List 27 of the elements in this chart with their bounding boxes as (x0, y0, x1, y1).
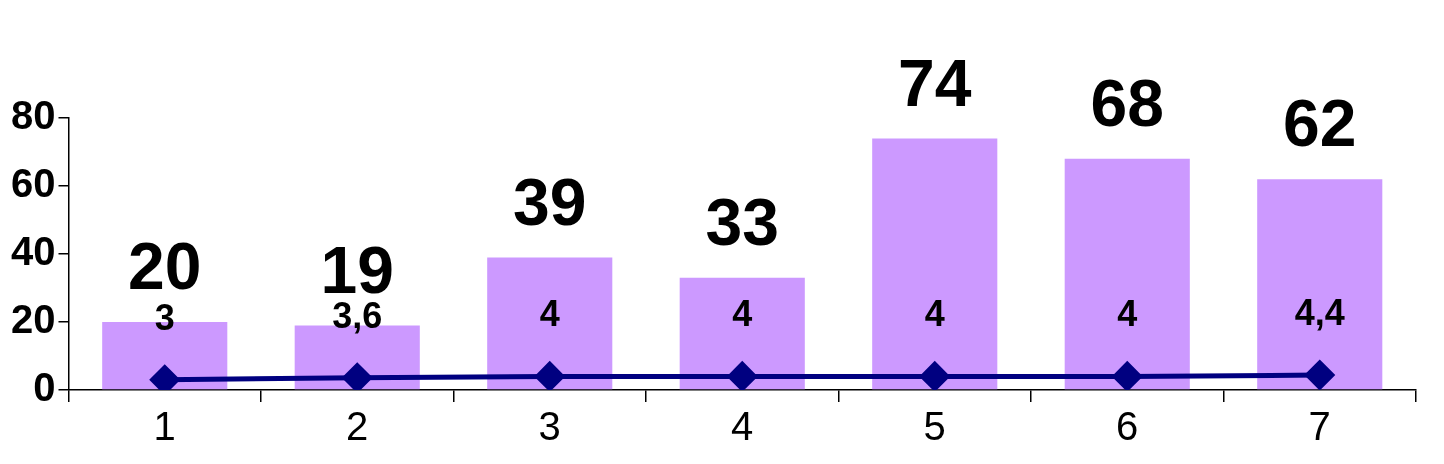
data-label: 4 (924, 293, 945, 335)
y-tick-label: 0 (33, 365, 56, 410)
data-label: 4,4 (1294, 291, 1345, 333)
y-tick-label: 80 (10, 93, 56, 138)
data-label: 4 (1117, 293, 1138, 335)
x-tick-label: 3 (538, 404, 561, 449)
x-tick-label: 6 (1116, 404, 1139, 449)
data-label: 39 (513, 164, 587, 239)
bar (872, 138, 998, 390)
x-tick-label: 2 (346, 404, 369, 449)
bar (1064, 158, 1190, 390)
x-tick-label: 7 (1308, 404, 1331, 449)
bar (1257, 179, 1383, 390)
data-label: 74 (898, 45, 972, 120)
y-tick-label: 60 (10, 161, 56, 206)
x-tick-label: 1 (153, 404, 176, 449)
data-label: 62 (1283, 86, 1357, 161)
y-tick-label: 20 (10, 297, 56, 342)
x-tick-label: 4 (731, 404, 754, 449)
data-label: 33 (705, 185, 779, 259)
y-tick-label: 40 (10, 229, 56, 274)
data-label: 4 (732, 293, 753, 335)
bar (679, 277, 805, 390)
data-label: 68 (1090, 66, 1164, 140)
x-tick-label: 5 (923, 404, 946, 449)
data-label: 4 (539, 293, 560, 335)
bar (487, 257, 613, 390)
